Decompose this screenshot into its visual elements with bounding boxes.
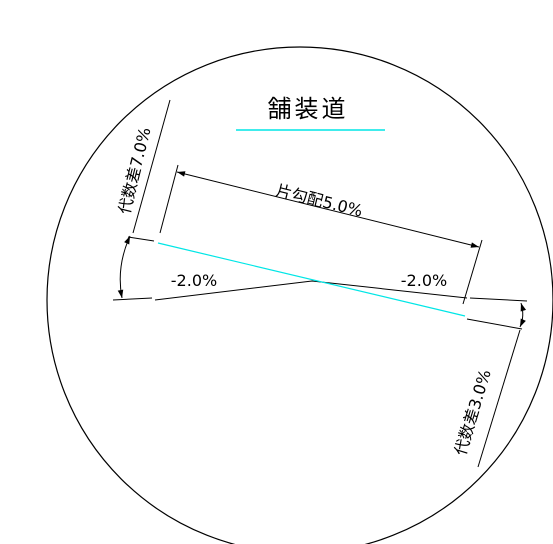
- left-diff-extension-line: [132, 99, 171, 234]
- left-upper-tick: [127, 236, 155, 242]
- extension-line-right: [462, 239, 483, 305]
- title-text: 舗装道: [268, 95, 349, 123]
- crossfall-label: 片勾配5.0%: [274, 181, 365, 221]
- left-diff-arc: [117, 235, 131, 299]
- right-slope-label: -2.0%: [401, 271, 447, 290]
- detail-circle: [46, 46, 553, 544]
- left-slope-label: -2.0%: [171, 271, 217, 290]
- left-outer-tick: [112, 297, 153, 301]
- superelevation-line: [157, 242, 466, 317]
- extension-line-left: [159, 164, 179, 234]
- right-diff-leader: [477, 329, 521, 468]
- right-diff-label: 代数差3.0%: [451, 367, 495, 457]
- crossfall-dimension-line: [176, 171, 480, 248]
- left-diff-label: 代数差7.0%: [115, 125, 155, 216]
- right-diff-arc: [519, 302, 527, 328]
- existing-crown-line: [154, 280, 468, 301]
- right-outer-tick: [469, 297, 528, 302]
- right-lower-tick: [466, 318, 523, 330]
